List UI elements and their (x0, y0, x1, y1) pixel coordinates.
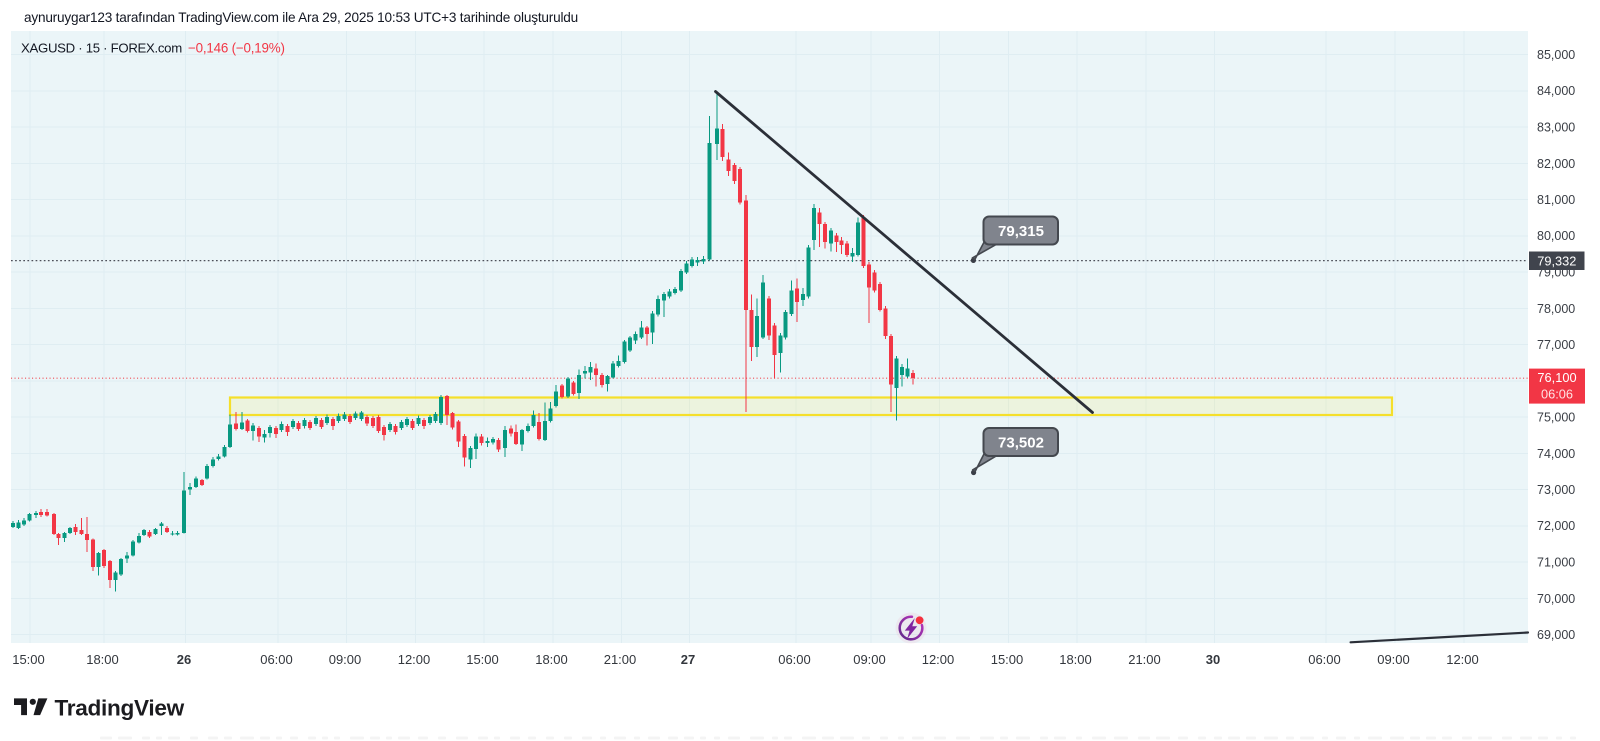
svg-text:18:00: 18:00 (1059, 652, 1092, 667)
svg-text:78,000: 78,000 (1537, 302, 1575, 316)
svg-text:73,000: 73,000 (1537, 483, 1575, 497)
svg-text:18:00: 18:00 (86, 652, 119, 667)
svg-text:aynuruygar123 tarafından Tradi: aynuruygar123 tarafından TradingView.com… (24, 10, 578, 25)
svg-text:12:00: 12:00 (922, 652, 955, 667)
svg-text:70,000: 70,000 (1537, 592, 1575, 606)
svg-text:06:00: 06:00 (778, 652, 811, 667)
svg-text:76,100: 76,100 (1537, 370, 1576, 385)
svg-text:15:00: 15:00 (991, 652, 1024, 667)
svg-text:82,000: 82,000 (1537, 157, 1575, 171)
svg-text:30: 30 (1206, 652, 1220, 667)
svg-text:69,000: 69,000 (1537, 628, 1575, 642)
svg-text:72,000: 72,000 (1537, 519, 1575, 533)
svg-text:77,000: 77,000 (1537, 338, 1575, 352)
svg-text:09:00: 09:00 (329, 652, 362, 667)
svg-text:75,000: 75,000 (1537, 411, 1575, 425)
svg-text:18:00: 18:00 (535, 652, 568, 667)
svg-text:79,315: 79,315 (998, 223, 1044, 240)
svg-text:71,000: 71,000 (1537, 556, 1575, 570)
svg-text:TradingView: TradingView (55, 695, 185, 720)
svg-text:27: 27 (681, 652, 695, 667)
svg-text:09:00: 09:00 (853, 652, 886, 667)
svg-text:21:00: 21:00 (1128, 652, 1161, 667)
svg-text:21:00: 21:00 (604, 652, 637, 667)
svg-text:09:00: 09:00 (1377, 652, 1410, 667)
svg-text:06:00: 06:00 (260, 652, 293, 667)
svg-text:12:00: 12:00 (398, 652, 431, 667)
svg-text:84,000: 84,000 (1537, 84, 1575, 98)
svg-text:74,000: 74,000 (1537, 447, 1575, 461)
svg-text:15:00: 15:00 (466, 652, 499, 667)
svg-text:73,502: 73,502 (998, 435, 1044, 452)
svg-text:85,000: 85,000 (1537, 48, 1575, 62)
svg-text:83,000: 83,000 (1537, 121, 1575, 135)
svg-text:06:06: 06:06 (1541, 387, 1573, 402)
svg-text:80,000: 80,000 (1537, 229, 1575, 243)
svg-text:12:00: 12:00 (1446, 652, 1479, 667)
svg-text:06:00: 06:00 (1308, 652, 1341, 667)
svg-text:79,332: 79,332 (1537, 253, 1576, 268)
svg-text:26: 26 (177, 652, 191, 667)
svg-text:−0,146 (−0,19%): −0,146 (−0,19%) (188, 41, 285, 56)
svg-text:81,000: 81,000 (1537, 193, 1575, 207)
svg-text:15:00: 15:00 (12, 652, 45, 667)
svg-text:XAGUSD · 15 · FOREX.com: XAGUSD · 15 · FOREX.com (21, 41, 182, 56)
